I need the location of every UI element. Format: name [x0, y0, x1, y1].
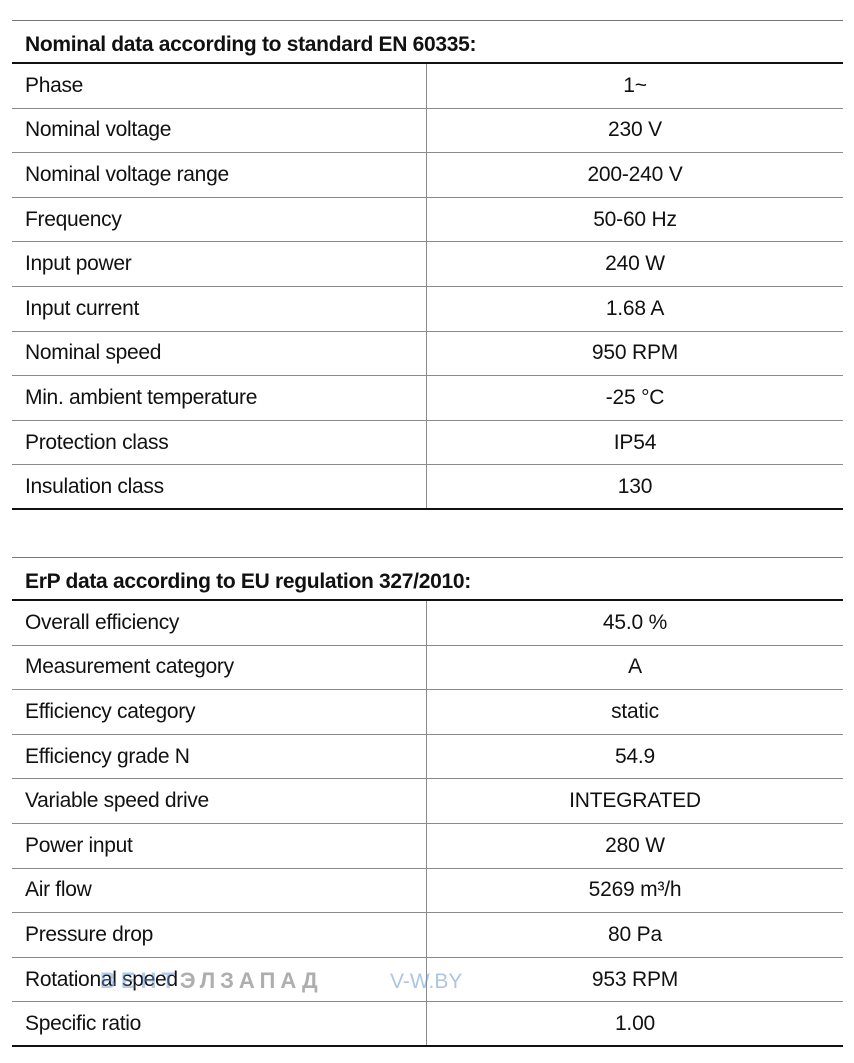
row-label: Insulation class [12, 465, 427, 508]
table-row: Insulation class 130 [12, 465, 843, 510]
table-row: Nominal voltage 230 V [12, 108, 843, 154]
table-row: Nominal speed 950 RPM [12, 331, 843, 377]
table-row: Power input 280 W [12, 823, 843, 869]
row-label: Frequency [12, 197, 427, 242]
nominal-data-title: Nominal data according to standard EN 60… [12, 20, 843, 64]
row-label: Min. ambient temperature [12, 376, 427, 420]
row-value: INTEGRATED [569, 789, 701, 813]
row-label: Power input [12, 823, 427, 868]
table-row: Rotational speed 953 RPM [12, 957, 843, 1003]
table-row: Protection class IP54 [12, 420, 843, 466]
row-label: Phase [12, 64, 427, 108]
row-value: 240 W [605, 252, 665, 276]
erp-data-title: ErP data according to EU regulation 327/… [12, 557, 843, 601]
table-row: Frequency 50-60 Hz [12, 197, 843, 243]
table-row: Specific ratio 1.00 [12, 1002, 843, 1047]
table-row: Min. ambient temperature -25 °C [12, 376, 843, 421]
row-value: 230 V [608, 118, 662, 142]
table-row: Efficiency category static [12, 690, 843, 735]
row-value: 50-60 Hz [593, 207, 677, 231]
row-value: static [611, 699, 659, 723]
table-row: Nominal voltage range 200-240 V [12, 153, 843, 198]
table-row: Efficiency grade N 54.9 [12, 734, 843, 780]
table-row: Overall efficiency 45.0 % [12, 601, 843, 646]
row-value: 953 RPM [591, 967, 679, 991]
row-value: 54.9 [614, 744, 656, 768]
row-value: 45.0 % [602, 610, 668, 634]
row-value: 5269 m³/h [588, 878, 682, 902]
row-label: Nominal speed [12, 331, 427, 376]
row-label: Pressure drop [12, 913, 427, 957]
row-value: 1.68 A [605, 296, 665, 320]
row-value: 130 [617, 474, 653, 498]
row-label: Protection class [12, 420, 427, 465]
table-row: Measurement category A [12, 645, 843, 691]
row-label: Input power [12, 242, 427, 286]
row-label: Efficiency category [12, 690, 427, 734]
row-value: IP54 [613, 430, 657, 454]
table-row: Input power 240 W [12, 242, 843, 287]
table-row: Phase 1~ [12, 64, 843, 109]
row-value: 1.00 [614, 1011, 656, 1035]
table-row: Pressure drop 80 Pa [12, 913, 843, 958]
row-label: Nominal voltage [12, 108, 427, 153]
nominal-data-table: Nominal data according to standard EN 60… [12, 20, 843, 510]
row-label: Nominal voltage range [12, 153, 427, 197]
row-value: 1~ [623, 73, 647, 97]
table-row: Input current 1.68 A [12, 286, 843, 332]
row-label: Variable speed drive [12, 779, 427, 823]
table-row: Air flow 5269 m³/h [12, 868, 843, 914]
row-label: Overall efficiency [12, 601, 427, 645]
erp-data-table: ErP data according to EU regulation 327/… [12, 557, 843, 1047]
row-label: Input current [12, 286, 427, 331]
row-value: 200-240 V [587, 162, 683, 186]
row-label: Rotational speed [12, 957, 427, 1002]
row-value: 280 W [605, 833, 665, 857]
row-label: Measurement category [12, 645, 427, 690]
row-value: A [628, 655, 642, 679]
table-row: Variable speed drive INTEGRATED [12, 779, 843, 824]
row-value: -25 °C [605, 385, 665, 409]
row-value: 80 Pa [608, 922, 662, 946]
row-label: Efficiency grade N [12, 734, 427, 779]
row-value: 950 RPM [591, 341, 679, 365]
row-label: Air flow [12, 868, 427, 913]
row-label: Specific ratio [12, 1002, 427, 1045]
